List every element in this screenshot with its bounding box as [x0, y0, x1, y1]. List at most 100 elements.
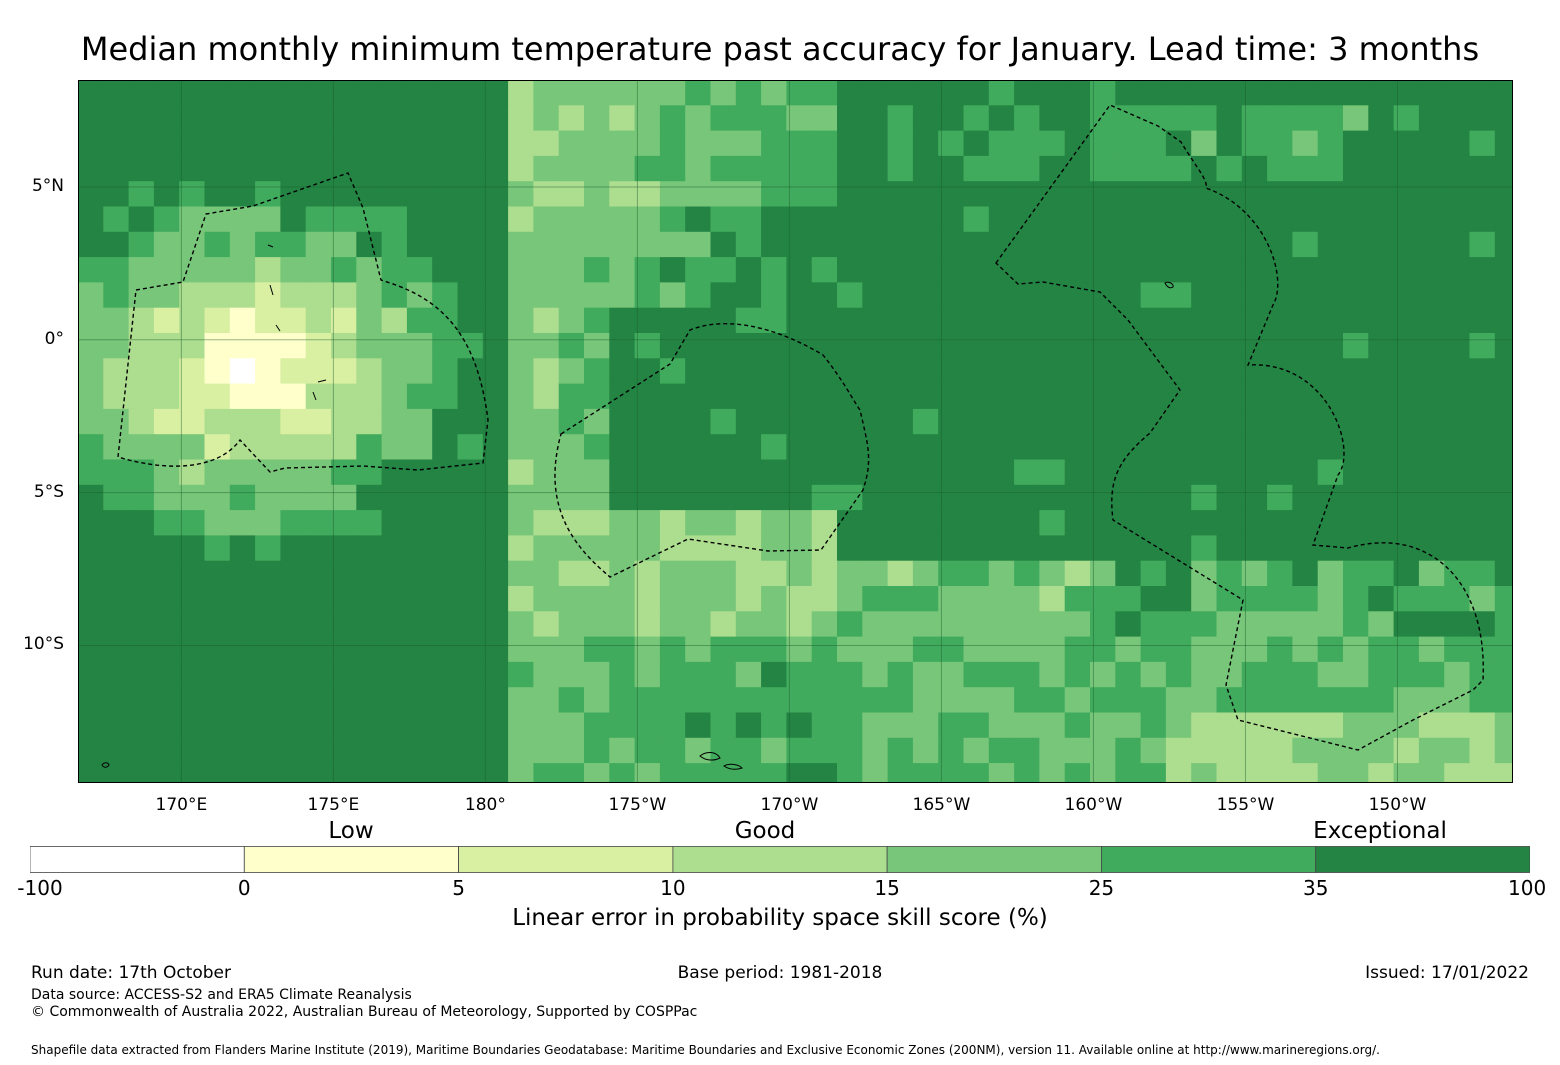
- grid-cell: [659, 282, 686, 309]
- grid-cell: [356, 358, 383, 385]
- grid-cell: [280, 383, 307, 410]
- grid-cell: [1140, 80, 1167, 106]
- grid-cell: [837, 307, 863, 334]
- grid-cell: [356, 80, 383, 106]
- grid-cell: [280, 408, 307, 435]
- grid-cell: [710, 636, 737, 663]
- grid-cell: [1115, 586, 1142, 612]
- grid-cell: [305, 560, 332, 587]
- grid-cell: [78, 434, 104, 461]
- grid-cell: [1418, 358, 1445, 385]
- grid-cell: [558, 586, 585, 612]
- grid-cell: [558, 257, 585, 283]
- grid-cell: [1368, 763, 1395, 783]
- grid-cell: [482, 586, 509, 612]
- grid-cell: [811, 712, 838, 739]
- grid-cell: [887, 586, 914, 612]
- grid-cell: [78, 712, 104, 739]
- grid-cell: [634, 687, 661, 714]
- grid-cell: [1014, 408, 1040, 435]
- grid-cell: [457, 257, 484, 283]
- grid-cell: [659, 80, 686, 106]
- grid-cell: [558, 459, 585, 486]
- grid-cell: [1014, 231, 1040, 258]
- grid-cell: [482, 636, 509, 663]
- grid-cell: [1039, 307, 1066, 334]
- grid-cell: [280, 712, 307, 739]
- grid-cell: [609, 307, 636, 334]
- grid-cell: [786, 206, 813, 233]
- grid-cell: [533, 687, 560, 714]
- grid-cell: [406, 231, 433, 258]
- grid-cell: [761, 484, 787, 511]
- grid-cell: [179, 257, 206, 283]
- grid-cell: [153, 105, 180, 132]
- grid-cell: [837, 535, 863, 562]
- grid-cell: [381, 434, 408, 461]
- grid-cell: [533, 484, 560, 511]
- grid-cell: [331, 661, 357, 688]
- grid-cell: [1090, 358, 1116, 385]
- grid-cell: [862, 687, 889, 714]
- grid-cell: [685, 687, 712, 714]
- grid-cell: [710, 586, 737, 612]
- grid-cell: [1115, 636, 1142, 663]
- grid-cell: [761, 358, 787, 385]
- grid-cell: [128, 434, 155, 461]
- grid-cell: [811, 333, 838, 359]
- grid-cell: [837, 257, 863, 283]
- grid-cell: [103, 434, 130, 461]
- grid-cell: [837, 181, 863, 208]
- grid-cell: [406, 383, 433, 410]
- grid-cell: [811, 155, 838, 182]
- grid-cell: [255, 763, 281, 783]
- grid-cell: [1165, 231, 1192, 258]
- grid-cell: [432, 358, 459, 385]
- grid-cell: [1090, 181, 1116, 208]
- base-period: Base period: 1981-2018: [677, 963, 883, 983]
- grid-cell: [1292, 763, 1319, 783]
- grid-cell: [457, 459, 484, 486]
- grid-cell: [1165, 560, 1192, 587]
- grid-cell: [1241, 105, 1268, 132]
- grid-cell: [1469, 560, 1496, 587]
- grid-cell: [988, 282, 1015, 309]
- category-good: Good: [734, 818, 796, 844]
- grid-cell: [229, 661, 256, 688]
- grid-cell: [1418, 181, 1445, 208]
- grid-cell: [1191, 510, 1218, 536]
- grid-cell: [280, 181, 307, 208]
- lon-tick-label: 180°: [464, 795, 506, 815]
- grid-cell: [938, 181, 965, 208]
- grid-cell: [1418, 105, 1445, 132]
- grid-cell: [1469, 257, 1496, 283]
- grid-cell: [558, 687, 585, 714]
- grid-cell: [1292, 257, 1319, 283]
- grid-cell: [381, 231, 408, 258]
- grid-cell: [609, 333, 636, 359]
- grid-cell: [229, 155, 256, 182]
- grid-cell: [432, 636, 459, 663]
- category-exceptional: Exceptional: [1313, 818, 1447, 844]
- grid-cell: [1140, 586, 1167, 612]
- grid-cell: [204, 181, 231, 208]
- grid-cell: [229, 282, 256, 309]
- grid-cell: [912, 687, 939, 714]
- grid-cell: [1469, 206, 1496, 233]
- grid-cell: [761, 611, 787, 638]
- grid-cell: [381, 181, 408, 208]
- issued-date: Issued: 17/01/2022: [1365, 963, 1529, 983]
- grid-cell: [811, 231, 838, 258]
- grid-cell: [128, 611, 155, 638]
- grid-cell: [255, 231, 281, 258]
- grid-cell: [1191, 181, 1218, 208]
- grid-cell: [482, 510, 509, 536]
- grid-cell: [153, 358, 180, 385]
- grid-cell: [356, 333, 383, 359]
- grid-cell: [786, 358, 813, 385]
- grid-cell: [988, 535, 1015, 562]
- grid-cell: [584, 257, 610, 283]
- grid-cell: [862, 130, 889, 157]
- grid-cell: [1469, 130, 1496, 157]
- grid-cell: [735, 257, 762, 283]
